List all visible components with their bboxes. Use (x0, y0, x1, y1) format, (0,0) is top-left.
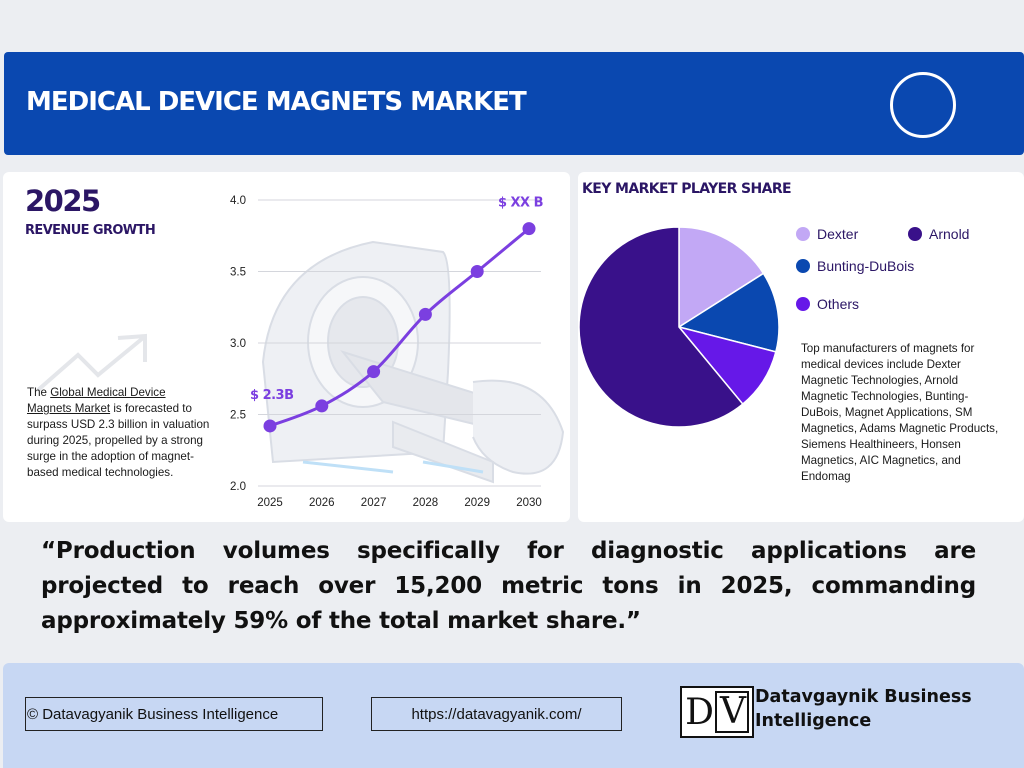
trend-arrow-icon (36, 333, 147, 392)
pie-title: KEY MARKET PLAYER SHARE (582, 181, 792, 197)
pie-slice-arnold (578, 227, 744, 428)
legend-dot-icon (796, 227, 810, 241)
desc-prefix: The (27, 386, 51, 399)
market-share-pie-chart (578, 227, 780, 428)
x-tick-label: 2027 (361, 497, 387, 509)
y-tick-label: 2.0 (230, 481, 246, 493)
data-point (367, 365, 381, 379)
copyright-box: © Datavagyanik Business Intelligence (25, 697, 323, 731)
value-annotation: $ 2.3B (250, 388, 294, 403)
footer: © Datavagyanik Business Intelligence htt… (3, 663, 1024, 768)
series-line (269, 227, 530, 428)
copyright-text: © Datavagyanik Business Intelligence (27, 705, 279, 723)
y-tick-label: 2.5 (230, 410, 246, 422)
mri-scanner-icon (261, 240, 565, 484)
market-description: The Global Medical Device Magnets Market… (27, 385, 213, 481)
brand-name: Datavgaynik Business Intelligence (755, 687, 972, 731)
y-tick-label: 4.0 (230, 195, 246, 207)
legend-label: Dexter (817, 226, 859, 242)
legend-dot-icon (908, 227, 922, 241)
legend-dexter: Dexter (796, 226, 858, 242)
data-point (470, 265, 484, 278)
legend-label: Others (817, 296, 860, 312)
desc-suffix: is forecasted to surpass USD 2.3 billion… (27, 402, 210, 479)
pie-slice-dexter (678, 227, 765, 329)
legend-dot-icon (796, 259, 810, 273)
revenue-year: 2025 (25, 184, 101, 218)
x-tick-label: 2029 (464, 497, 490, 509)
value-annotation: $ XX B (498, 196, 543, 211)
x-tick-label: 2026 (309, 497, 335, 509)
legend-arnold: Arnold (908, 226, 969, 242)
x-tick-label: 2030 (516, 497, 542, 509)
data-point (418, 307, 432, 321)
y-tick-label: 3.0 (230, 338, 246, 350)
legend-label: Arnold (929, 226, 970, 242)
highlight-quote: “Production volumes specifically for dia… (41, 538, 976, 634)
players-description: Top manufacturers of magnets for medical… (801, 342, 999, 483)
legend-bunting-dubois: Bunting-DuBois (796, 258, 914, 274)
data-point (315, 399, 329, 413)
revenue-growth-panel: 2025 REVENUE GROWTH The Global Medical D… (3, 172, 570, 522)
x-tick-label: 2028 (413, 497, 439, 509)
revenue-line-chart: 2.0 2.5 3.0 3.5 4.0 2025 2026 2027 2028 2029 2030 $… (230, 195, 544, 509)
y-tick-label: 3.5 (230, 267, 246, 279)
header-banner: MEDICAL DEVICE MAGNETS MARKET (4, 52, 1024, 155)
legend-label: Bunting-DuBois (817, 258, 915, 274)
key-player-panel: KEY MARKET PLAYER SHARE Dexter Arnold Bu… (578, 172, 1024, 522)
revenue-growth-label: REVENUE GROWTH (25, 223, 156, 238)
page-title: MEDICAL DEVICE MAGNETS MARKET (26, 87, 527, 117)
data-point (522, 222, 536, 236)
data-point (263, 419, 277, 433)
market-link[interactable]: Global Medical Device Magnets Market (27, 386, 166, 415)
website-link[interactable]: https://datavagyanik.com/ (411, 705, 582, 723)
url-box[interactable]: https://datavagyanik.com/ (371, 697, 622, 731)
legend-dot-icon (796, 297, 810, 311)
pie-slice-bunting-dubois (677, 272, 780, 353)
legend-others: Others (796, 296, 859, 312)
circle-icon (890, 72, 956, 138)
x-tick-label: 2025 (257, 497, 283, 509)
